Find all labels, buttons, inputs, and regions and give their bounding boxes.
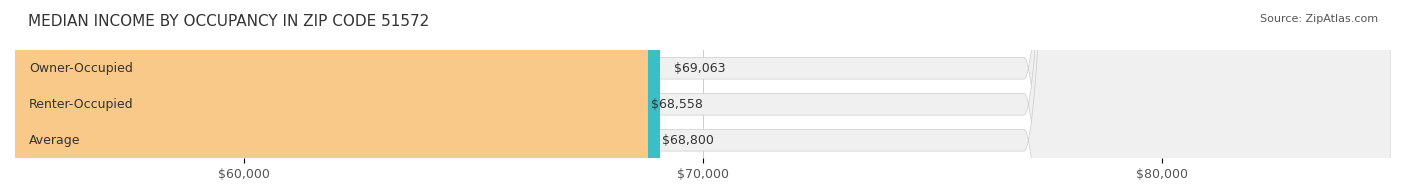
Text: Source: ZipAtlas.com: Source: ZipAtlas.com bbox=[1260, 14, 1378, 24]
Text: Owner-Occupied: Owner-Occupied bbox=[28, 62, 132, 75]
Text: $68,558: $68,558 bbox=[651, 98, 703, 111]
Text: $69,063: $69,063 bbox=[673, 62, 725, 75]
Text: MEDIAN INCOME BY OCCUPANCY IN ZIP CODE 51572: MEDIAN INCOME BY OCCUPANCY IN ZIP CODE 5… bbox=[28, 14, 429, 29]
FancyBboxPatch shape bbox=[15, 0, 637, 196]
FancyBboxPatch shape bbox=[15, 0, 1391, 196]
FancyBboxPatch shape bbox=[15, 0, 659, 196]
Text: Renter-Occupied: Renter-Occupied bbox=[28, 98, 134, 111]
Text: $68,800: $68,800 bbox=[662, 134, 714, 147]
FancyBboxPatch shape bbox=[15, 0, 1391, 196]
FancyBboxPatch shape bbox=[15, 0, 648, 196]
FancyBboxPatch shape bbox=[15, 0, 1391, 196]
Text: Average: Average bbox=[28, 134, 80, 147]
